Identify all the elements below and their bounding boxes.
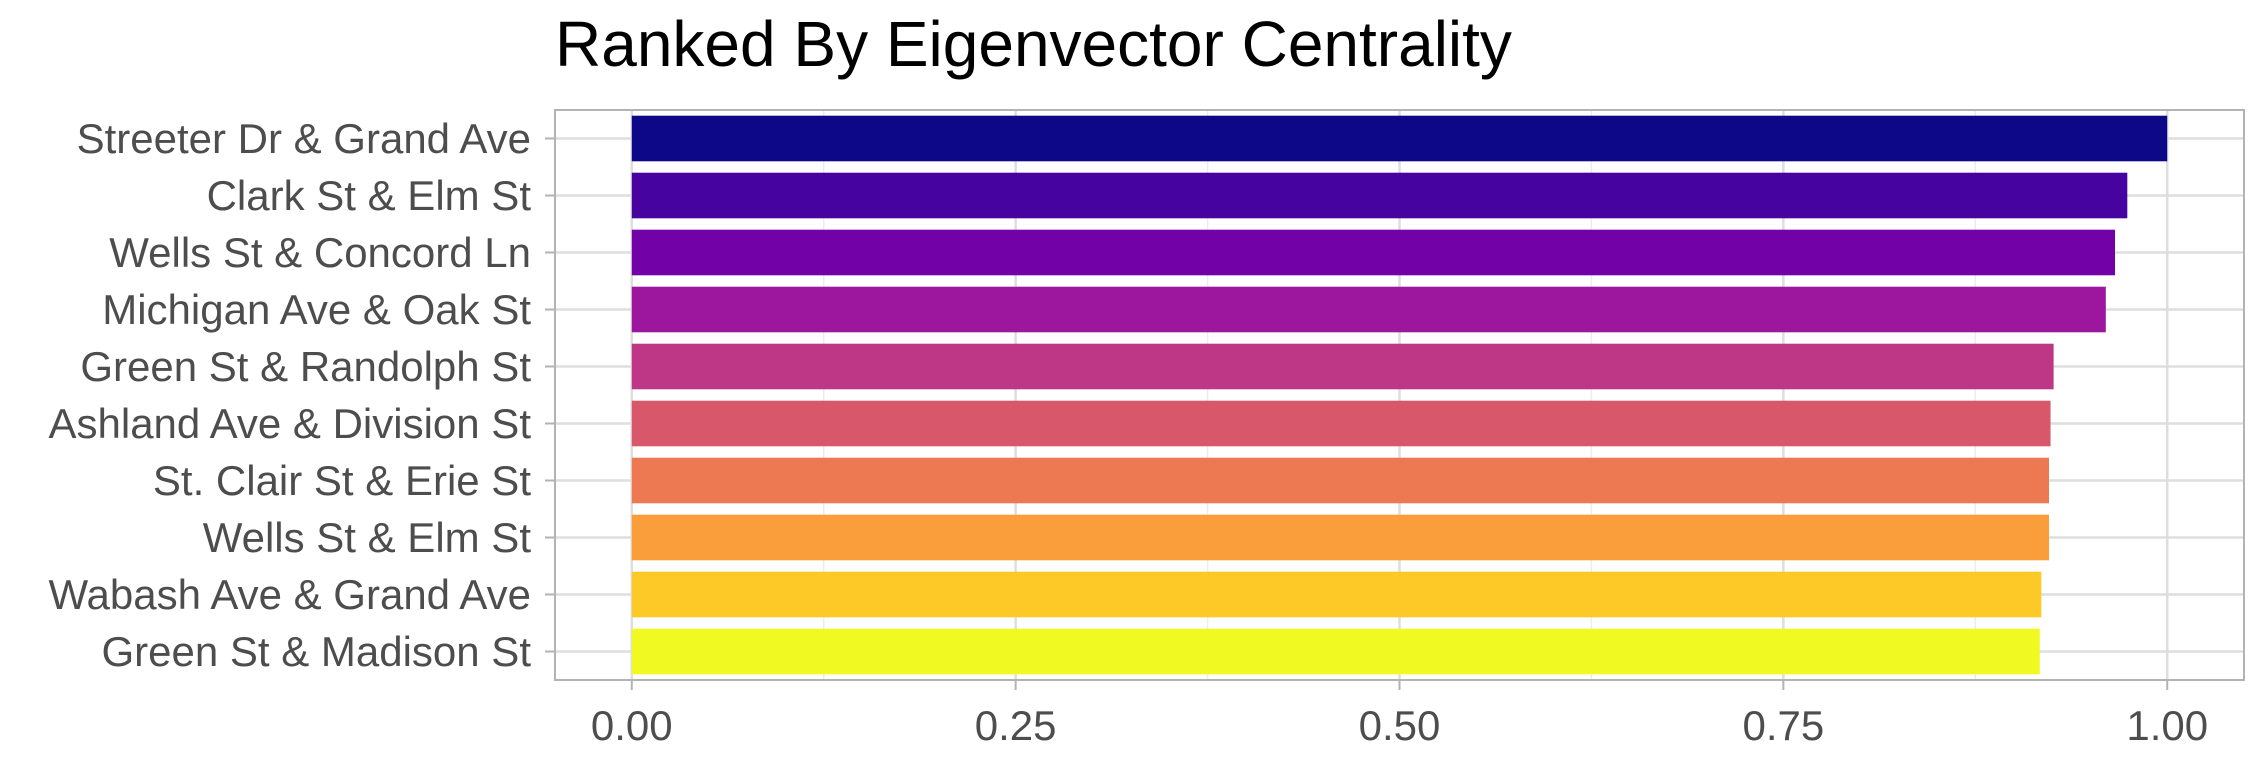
bar (631, 514, 2049, 561)
x-tick-label: 0.00 (591, 702, 673, 749)
bar (631, 343, 2054, 390)
y-tick-label: Wells St & Concord Ln (109, 229, 531, 276)
y-tick-label: Green St & Madison St (101, 628, 531, 675)
y-tick-label: Wabash Ave & Grand Ave (48, 571, 531, 618)
y-tick-label: Wells St & Elm St (203, 514, 532, 561)
x-axis-tick-labels: 0.00 0.25 0.50 0.75 1.00 (591, 680, 2208, 749)
bar (631, 229, 2116, 276)
x-tick-label: 0.25 (975, 702, 1057, 749)
bar (631, 286, 2106, 333)
chart-title: Ranked By Eigenvector Centrality (555, 8, 1512, 80)
bars (631, 115, 2168, 675)
x-tick-label: 0.50 (1359, 702, 1441, 749)
y-tick-label: St. Clair St & Erie St (153, 457, 531, 504)
bar (631, 115, 2168, 162)
bar (631, 172, 2128, 219)
x-tick-label: 0.75 (1742, 702, 1824, 749)
y-tick-label: Green St & Randolph St (80, 343, 531, 390)
y-tick-label: Clark St & Elm St (207, 172, 532, 219)
y-axis-tick-labels: Streeter Dr & Grand Ave Clark St & Elm St… (48, 115, 555, 675)
x-tick-label: 1.00 (2126, 702, 2208, 749)
y-tick-label: Michigan Ave & Oak St (102, 286, 531, 333)
bar (631, 457, 2049, 504)
bar (631, 628, 2040, 675)
y-tick-label: Ashland Ave & Division St (49, 400, 532, 447)
bar (631, 400, 2051, 447)
bar (631, 571, 2042, 618)
y-tick-label: Streeter Dr & Grand Ave (77, 115, 531, 162)
